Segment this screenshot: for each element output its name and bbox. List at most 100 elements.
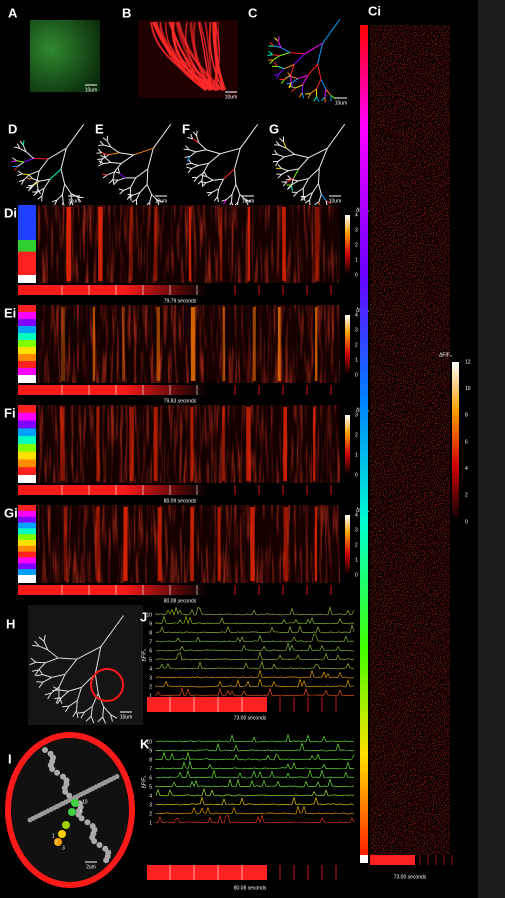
activity-band xyxy=(129,407,135,481)
colorbar-tick: 10 xyxy=(465,386,471,392)
neurite-b xyxy=(150,21,219,91)
dendrite xyxy=(16,173,23,176)
trace-label: 9 xyxy=(149,748,152,754)
roi-rainbow xyxy=(360,25,368,855)
activity-band xyxy=(60,407,65,481)
dendrite xyxy=(277,65,285,70)
dendrite xyxy=(35,674,43,677)
dendrite xyxy=(274,149,278,155)
roi-label: 3 xyxy=(62,845,65,851)
dendrite xyxy=(288,168,299,172)
neurite-b xyxy=(192,21,215,91)
trace-label: 6 xyxy=(149,775,152,781)
roi-color xyxy=(360,855,368,863)
dendrite xyxy=(269,42,275,47)
dendrite xyxy=(286,177,294,183)
colorbar-tick: 1 xyxy=(355,257,358,263)
dendrite xyxy=(72,710,77,718)
dendrite xyxy=(291,87,296,92)
activity-band xyxy=(129,207,134,281)
dendrite xyxy=(32,644,40,647)
heatmap-noise xyxy=(38,505,340,583)
dendrite xyxy=(184,156,190,158)
dendrite xyxy=(14,146,20,149)
dendrite xyxy=(202,163,210,173)
activity-band xyxy=(154,207,158,281)
dendrite xyxy=(187,136,193,140)
dendrite xyxy=(34,640,40,647)
dendrite xyxy=(102,706,105,717)
dendrite xyxy=(234,168,237,185)
dendrite xyxy=(58,696,63,704)
dendrite xyxy=(64,658,78,675)
colorbar-tick: 0 xyxy=(355,272,358,278)
panel-label: I xyxy=(8,751,12,766)
dendrite xyxy=(298,178,309,182)
roi-color xyxy=(18,510,36,517)
bead xyxy=(103,857,110,864)
dendrite xyxy=(330,95,336,100)
dendrite xyxy=(220,147,241,155)
dendrite xyxy=(315,79,322,90)
dendrite xyxy=(298,92,303,98)
dendrite xyxy=(198,142,207,151)
dendrite xyxy=(279,52,291,57)
dendrite xyxy=(281,167,289,172)
roi-label: 9 xyxy=(80,809,83,815)
dendrite xyxy=(201,172,204,181)
dendrite xyxy=(25,151,35,159)
trace xyxy=(155,633,355,643)
dendrite xyxy=(18,179,25,182)
activity-band xyxy=(314,307,318,381)
scale-label: 10um xyxy=(242,198,255,204)
dendrite xyxy=(68,700,78,707)
colorbar-tick: 0 xyxy=(355,572,358,578)
dendrite xyxy=(102,154,110,160)
dendrite xyxy=(316,96,320,103)
dendrite xyxy=(97,716,104,723)
neurite-b xyxy=(154,21,207,92)
dendrite xyxy=(60,168,66,185)
dendrite-tree xyxy=(267,18,341,103)
dendrite xyxy=(54,199,58,206)
dendrite xyxy=(313,96,318,102)
dendrite xyxy=(129,195,132,201)
dendrite xyxy=(309,192,313,201)
dendrite xyxy=(149,194,153,203)
dendrite xyxy=(47,649,59,659)
dendrite xyxy=(31,180,38,187)
dendrite xyxy=(318,148,328,169)
dendrite xyxy=(295,84,303,89)
activity-band xyxy=(247,207,251,281)
dendrite xyxy=(223,168,235,180)
dendrite-tree xyxy=(29,615,124,724)
dendrite xyxy=(187,168,192,174)
dendrite xyxy=(304,42,323,55)
dendrite xyxy=(104,157,112,163)
roi-color xyxy=(18,505,36,512)
activity-band xyxy=(153,407,158,481)
bead xyxy=(96,842,103,848)
colorbar-tick: 2 xyxy=(355,432,358,438)
ci-noise xyxy=(370,25,450,855)
dendrite xyxy=(29,170,40,176)
trace-label: 5 xyxy=(149,784,152,790)
roi-color xyxy=(18,405,36,414)
dendrite xyxy=(192,131,197,137)
dendrite xyxy=(192,138,200,144)
heatmap-noise xyxy=(38,305,340,383)
dendrite-tree xyxy=(183,123,259,208)
dendrite xyxy=(221,199,227,202)
dendrite xyxy=(282,181,288,187)
trace-label: 2 xyxy=(149,684,152,690)
dendrite xyxy=(237,194,241,203)
dendrite xyxy=(307,93,311,99)
colorbar-tick: 0 xyxy=(465,519,468,525)
activity-band xyxy=(313,407,316,481)
dendrite xyxy=(300,195,304,201)
dendrite xyxy=(107,171,115,176)
time-label: 80.08 seconds xyxy=(164,598,197,604)
dendrite xyxy=(281,170,289,175)
dendrite xyxy=(191,165,199,170)
dendrite-tree xyxy=(272,123,346,208)
